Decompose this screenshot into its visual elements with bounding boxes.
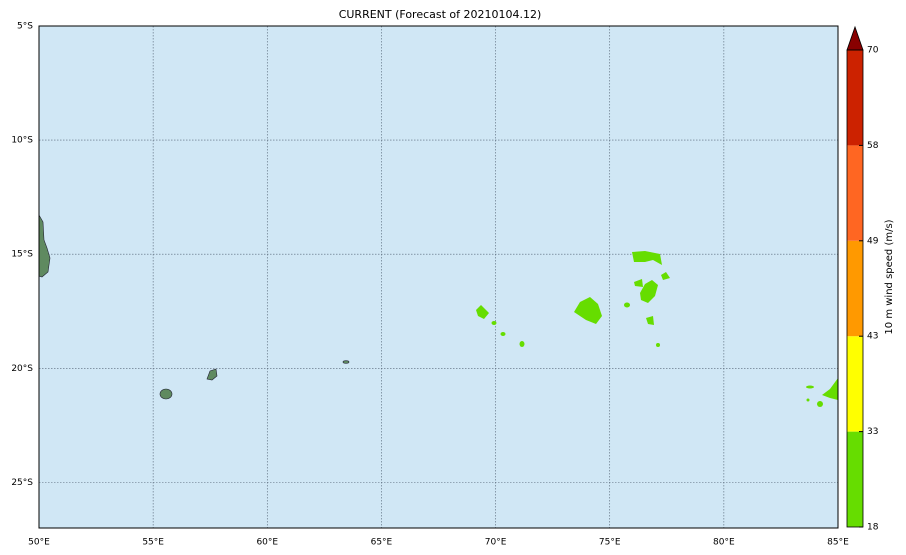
colorbar-segment <box>847 145 863 241</box>
x-tick-label: 75°E <box>599 538 621 548</box>
x-tick-label: 70°E <box>485 538 507 548</box>
colorbar-segment <box>847 240 863 337</box>
y-tick-label: 5°S <box>17 22 33 32</box>
mauritius <box>206 368 218 381</box>
wind-area <box>806 385 814 389</box>
wind-area <box>656 343 660 347</box>
y-tick-label: 10°S <box>11 136 33 146</box>
x-tick-label: 55°E <box>142 538 164 548</box>
land <box>38 213 350 400</box>
ocean <box>39 26 838 528</box>
colorbar-segment <box>847 431 863 527</box>
colorbar-tick-label: 70 <box>867 46 879 56</box>
madagascar <box>38 213 51 278</box>
y-tick-label: 20°S <box>11 364 33 374</box>
wind-area <box>632 251 662 265</box>
y-tick-label: 15°S <box>11 250 33 260</box>
wind-areas <box>476 251 838 407</box>
colorbar-frame <box>846 49 864 528</box>
x-tick-label: 65°E <box>371 538 393 548</box>
wind-area <box>640 280 658 303</box>
colorbar-segment <box>847 336 863 432</box>
wind-area <box>806 398 810 402</box>
colorbar-label: 10 m wind speed (m/s) <box>884 219 895 334</box>
map-frame <box>38 25 839 529</box>
rodrigues <box>342 360 350 364</box>
colorbar-extension <box>846 25 864 51</box>
wind-area <box>822 378 838 400</box>
wind-area <box>574 297 602 324</box>
reunion <box>159 388 173 400</box>
colorbar-tick-label: 18 <box>867 523 879 533</box>
wind-area <box>491 321 497 325</box>
y-tick-label: 25°S <box>11 478 33 488</box>
wind-area <box>817 401 823 407</box>
colorbar-tick-label: 58 <box>867 141 879 151</box>
colorbar-tick-label: 49 <box>867 236 879 246</box>
x-tick-label: 50°E <box>28 538 50 548</box>
wind-area <box>646 316 654 325</box>
wind-area <box>476 305 489 319</box>
x-tick-label: 80°E <box>713 538 735 548</box>
wind-area <box>519 341 525 347</box>
x-tick-label: 60°E <box>256 538 278 548</box>
wind-area <box>661 272 670 280</box>
x-tick-label: 85°E <box>827 538 849 548</box>
wind-area <box>500 332 506 336</box>
wind-area <box>634 279 643 287</box>
colorbar-tick-label: 43 <box>867 332 878 342</box>
wind-area <box>624 302 630 308</box>
map-title: CURRENT (Forecast of 20210104.12) <box>339 8 542 21</box>
colorbar-tick-label: 33 <box>867 427 878 437</box>
colorbar-segment <box>847 50 863 146</box>
